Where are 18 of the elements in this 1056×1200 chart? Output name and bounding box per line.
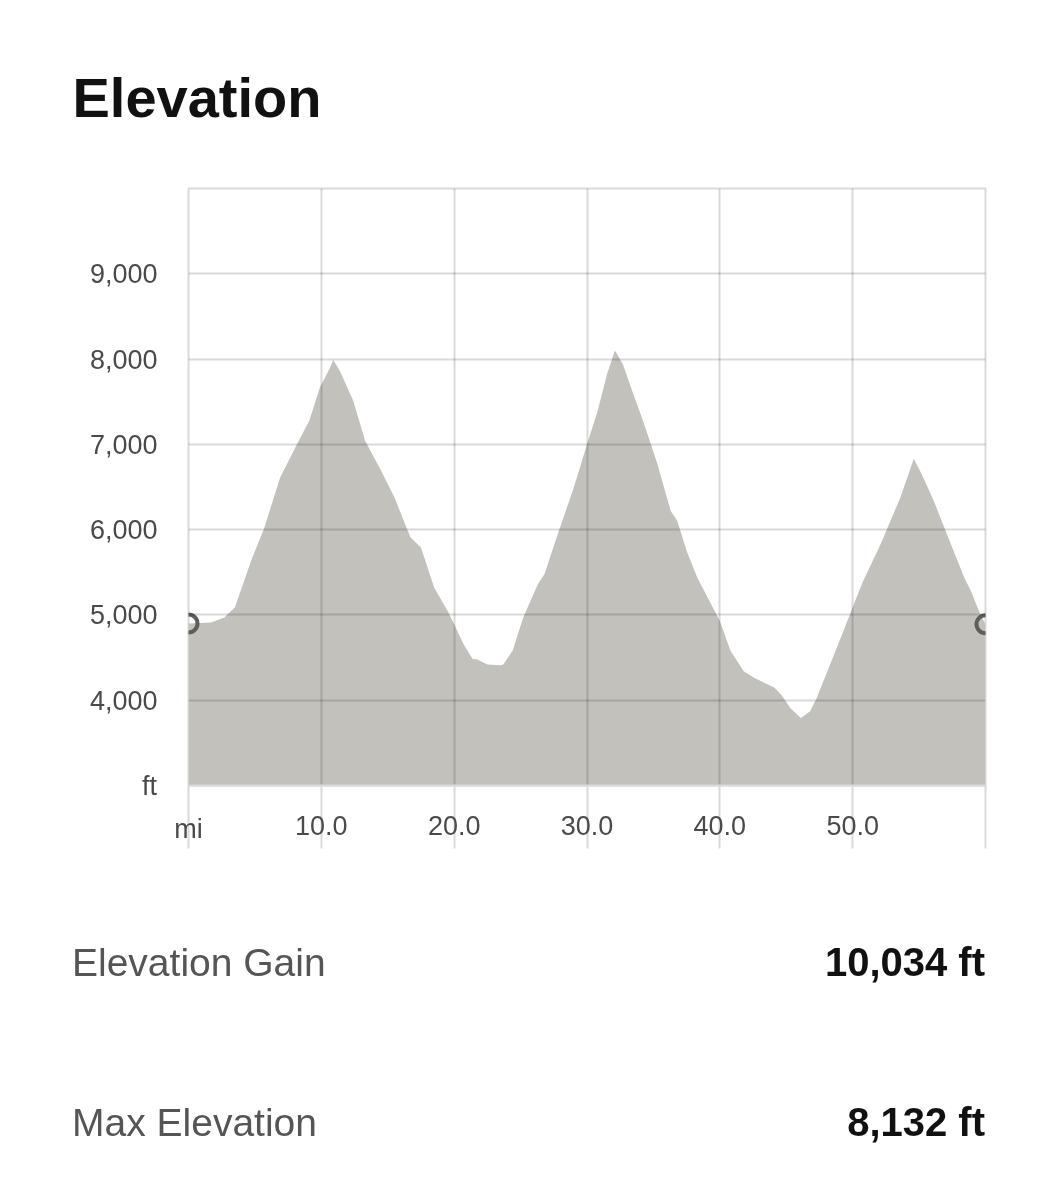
x-tick-label: 50.0 (826, 810, 879, 841)
text: Elevation Gain (72, 940, 326, 987)
text: 10,034 ft (824, 939, 985, 987)
x-tick-label: 10.0 (295, 810, 348, 841)
text: Max Elevation (72, 1100, 317, 1147)
y-tick-label: 5,000 (89, 600, 158, 631)
x-tick-label: 40.0 (693, 810, 747, 841)
chart-title: Elevation (72, 65, 322, 129)
y-tick-label: 9,000 (89, 259, 158, 290)
x-tick-label: 20.0 (427, 810, 481, 841)
x-axis-title: mi (174, 813, 203, 844)
x-tick-label: 30.0 (560, 810, 614, 841)
y-tick-label: 4,000 (89, 685, 158, 716)
y-tick-label: 7,000 (89, 429, 158, 460)
y-axis-title: ft (141, 770, 158, 801)
y-tick-label: 8,000 (89, 344, 158, 375)
y-tick-label: 6,000 (89, 515, 158, 546)
text: 8,132 ft (847, 1099, 985, 1147)
